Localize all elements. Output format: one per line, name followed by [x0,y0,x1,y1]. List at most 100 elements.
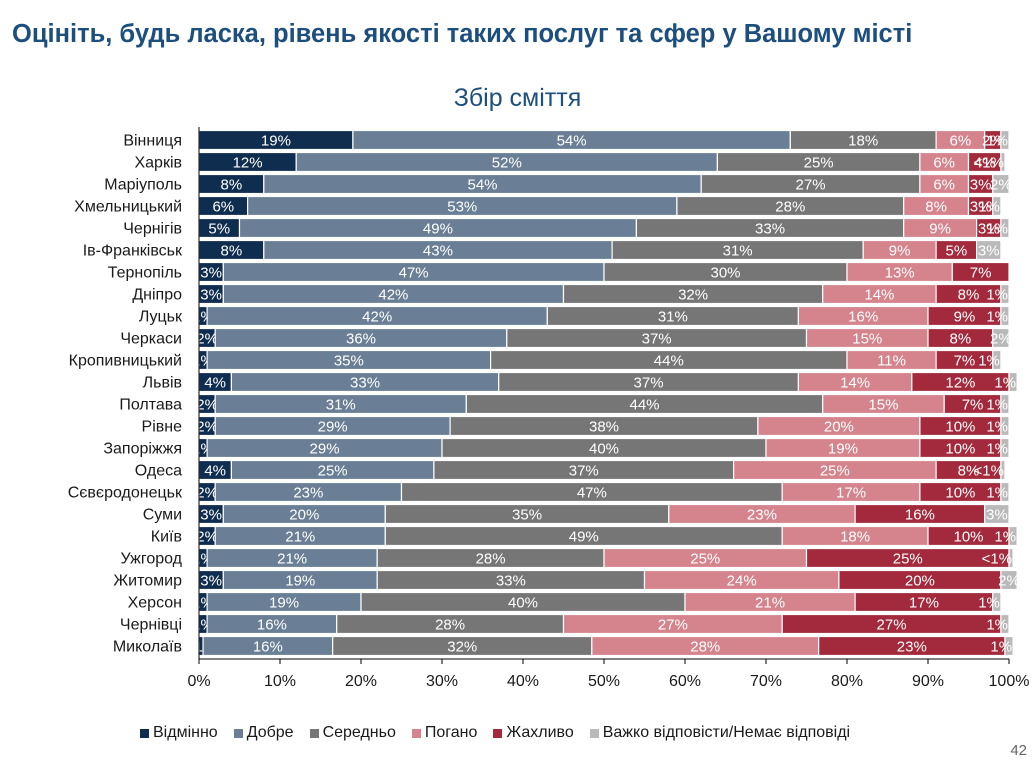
data-label: 1% [986,419,1008,436]
data-label: 21% [755,595,785,612]
bar-row: 19% 54% 18% 6% 2%1% [198,129,1010,151]
bar-row: 2% 31% 44% 15% 7% 1% [196,393,1010,415]
data-label: 4% [204,375,226,392]
bar-segment [1008,525,1018,547]
data-label: 7% [954,353,976,370]
data-label: 27% [877,617,907,634]
data-label: 1% [986,309,1008,326]
data-label: 2% [998,573,1020,590]
data-label: 29% [318,419,348,436]
data-label: 3% [200,507,222,524]
bar-row: 12% 52% 25% 6% 4%<1% [198,151,1006,173]
bar-row: 5% 49% 33% 9% 3%1% [198,217,1010,239]
data-label: 14% [840,375,870,392]
category-label: Полтава [119,397,182,414]
data-label: 3% [200,287,222,304]
data-label: 32% [447,639,477,656]
x-tick-label: 20% [345,673,377,690]
x-tick-label: 40% [507,673,539,690]
category-label: Кропивницький [69,353,182,370]
bar-row: 2% 23% 47% 17% 10% 1% [196,481,1010,503]
bar-row: 2% 21% 49% 18% 10% 1% [196,525,1018,547]
legend-label-excellent: Відмінно [153,724,218,741]
data-label: 12% [945,375,975,392]
data-label: <1% [973,155,1003,172]
data-label: 23% [747,507,777,524]
legend-label-good: Добре [246,724,294,741]
bar-segment [1000,569,1018,591]
x-tick-label: 50% [588,673,620,690]
category-label: Луцьк [139,309,183,326]
data-label: 52% [492,155,522,172]
data-label: 43% [423,243,453,260]
data-label: 20% [905,573,935,590]
data-label: 3% [986,507,1008,524]
category-label: Львів [143,375,182,392]
data-label: 1% [978,353,1000,370]
legend-swatch-bad [411,728,421,738]
data-label: 6% [950,133,972,150]
data-label: 12% [233,155,263,172]
data-label: 29% [310,441,340,458]
category-label: Ужгород [121,551,183,568]
data-label: 5% [208,221,230,238]
data-label: 3% [978,221,1000,238]
bar-row: 6% 53% 28% 8% 3%1% [198,195,1002,217]
data-label: 54% [557,133,587,150]
data-label: 40% [589,441,619,458]
data-label: 1% [990,639,1012,656]
data-label: 31% [658,309,688,326]
bar-segment [1000,613,1010,635]
bar-row: <1% 16% 32% 28% 23% 1% [186,635,1014,657]
data-label: 5% [946,243,968,260]
data-label: 44% [654,353,684,370]
legend-label-hard-to-say: Важко відповісти/Немає відповіді [602,724,851,741]
data-label: 3% [970,199,992,216]
data-label: <1% [982,551,1012,568]
data-label: 1% [986,221,1008,238]
legend-swatch-hard-to-say [589,728,599,738]
legend: Відмінно Добре Середньо Погано Жахливо В… [140,724,850,742]
data-label: 7% [962,397,984,414]
bar-row: 3% 20% 35% 23% 16% 3% [198,503,1010,525]
data-label: 16% [905,507,935,524]
data-label: 19% [285,573,315,590]
data-label: 6% [933,177,955,194]
x-axis: 0% 10% 20% 30% 40% 50% 60% 70% 80% 90% 100% [187,127,1029,690]
data-label: 25% [690,551,720,568]
data-label: 28% [476,551,506,568]
data-label: 32% [678,287,708,304]
bar-row: 1% 29% 40% 19% 10% 1% [192,437,1010,459]
data-label: 27% [796,177,826,194]
bar-row: 1% 35% 44% 11% 7% 1% [192,349,1002,371]
legend-item-bad: Погано [411,724,477,742]
bar-segment [992,195,1002,217]
legend-item-good: Добре [233,724,294,742]
bar-row: 1% 21% 28% 25% 25% <1% [192,547,1014,569]
x-tick-label: 90% [912,673,944,690]
bar-row: 3% 47% 30% 13% 7% [198,261,1010,283]
data-label: 8% [221,177,243,194]
data-label: 15% [852,331,882,348]
bar-segment [1000,437,1010,459]
data-label: 28% [775,199,805,216]
data-label: 3% [200,573,222,590]
bar-segment [1004,635,1014,657]
bar-row: 3% 42% 32% 14% 8% 1% [198,283,1010,305]
data-label: 25% [893,551,923,568]
data-label: 3% [200,265,222,282]
data-label: 2% [196,419,218,436]
data-label: 20% [824,419,854,436]
category-label: Запоріжжя [103,441,182,458]
bar-segment [1000,459,1006,481]
data-label: 6% [933,155,955,172]
bar-segment [1000,129,1010,151]
data-label: 1% [986,133,1008,150]
data-label: 11% [877,353,906,370]
data-label: 16% [253,639,283,656]
data-label: 21% [285,529,315,546]
category-label: Ів-Франківськ [83,243,183,260]
legend-label-terrible: Жахливо [506,724,574,741]
data-label: 44% [629,397,659,414]
